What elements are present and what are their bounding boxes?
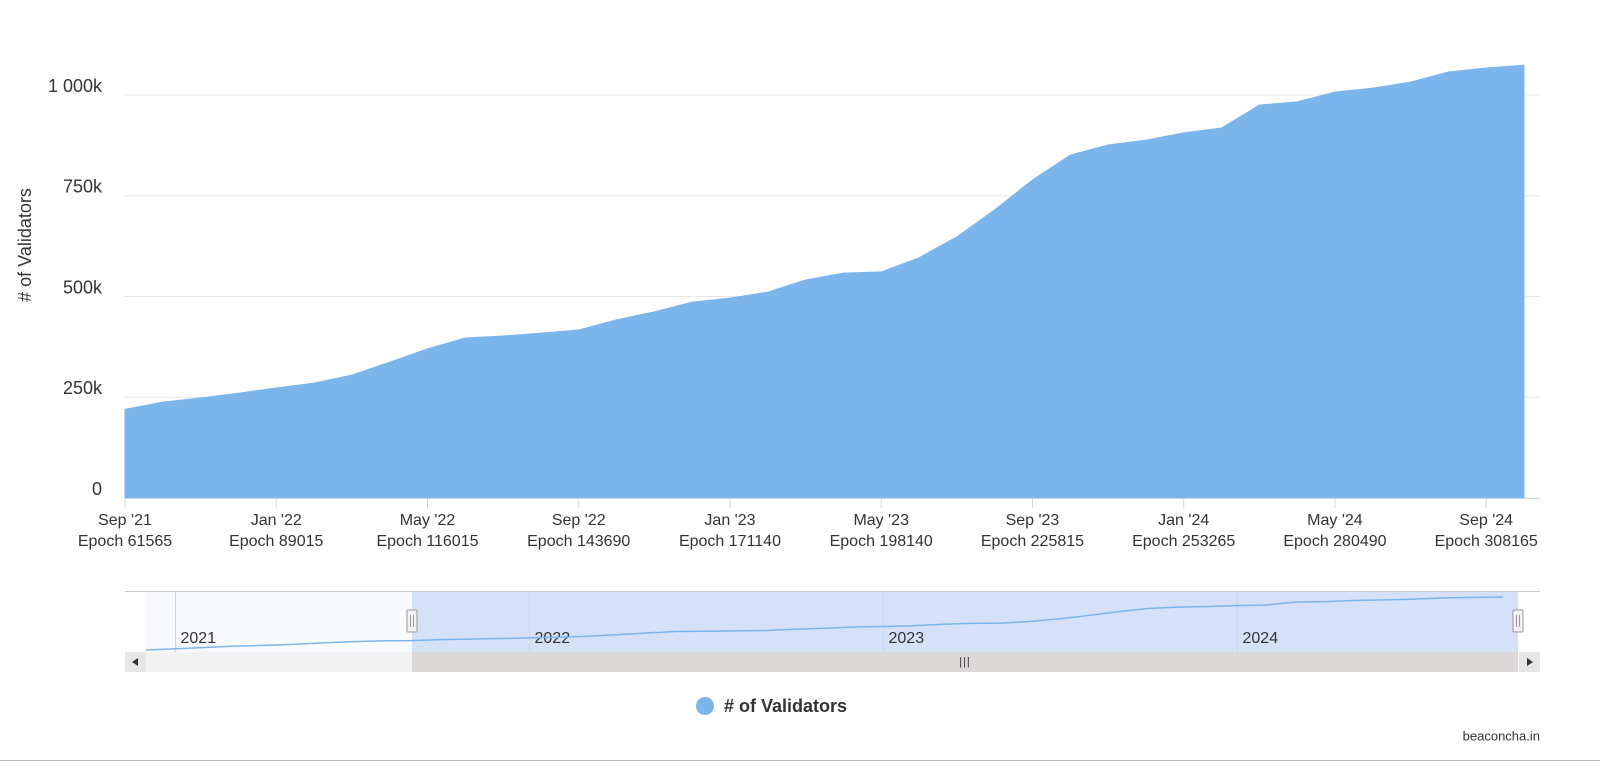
navigator-label: 2023: [889, 630, 925, 647]
x-tick-label: May '24: [1307, 512, 1363, 529]
y-tick-label: 1 000k: [48, 76, 103, 96]
scroll-right-arrow: [1527, 658, 1533, 666]
y-tick-label: 250k: [63, 378, 103, 398]
x-tick-label: Sep '24: [1459, 512, 1513, 529]
navigator-handle[interactable]: [1512, 609, 1524, 633]
x-tick-epoch: Epoch 89015: [229, 533, 323, 550]
legend-symbol[interactable]: [696, 697, 714, 715]
scroll-left-arrow: [132, 658, 138, 666]
navigator-outside: [146, 592, 412, 652]
x-tick-epoch: Epoch 116015: [376, 533, 478, 550]
credit: beaconcha.in: [1463, 728, 1540, 743]
legend-label[interactable]: # of Validators: [724, 696, 847, 716]
x-tick-epoch: Epoch 61565: [78, 533, 172, 550]
navigator-line: [145, 596, 1504, 651]
x-tick-epoch: Epoch 143690: [527, 533, 630, 550]
y-axis-title: # of Validators: [15, 188, 35, 302]
x-tick-epoch: Epoch 198140: [830, 533, 933, 550]
y-tick-label: 0: [92, 479, 102, 499]
y-tick-label: 750k: [63, 177, 103, 197]
x-tick-label: May '23: [853, 512, 909, 529]
x-tick-epoch: Epoch 308165: [1435, 533, 1538, 550]
navigator-handle[interactable]: [406, 609, 418, 633]
x-tick-label: May '22: [400, 512, 456, 529]
x-tick-epoch: Epoch 225815: [981, 533, 1084, 550]
scrollbar-thumb[interactable]: [412, 652, 1518, 672]
x-tick-epoch: Epoch 253265: [1132, 533, 1235, 550]
x-tick-label: Jan '22: [251, 512, 302, 529]
area: [124, 64, 1525, 499]
x-tick-label: Sep '23: [1006, 512, 1060, 529]
x-tick-label: Jan '23: [704, 512, 755, 529]
navigator-label: 2024: [1243, 630, 1279, 647]
x-tick-label: Sep '22: [552, 512, 606, 529]
x-tick-label: Sep '21: [98, 512, 152, 529]
x-tick-label: Jan '24: [1158, 512, 1209, 529]
y-tick-label: 500k: [63, 277, 103, 297]
x-tick-epoch: Epoch 171140: [679, 533, 781, 550]
scrollbar-grip: |||: [959, 656, 971, 668]
x-tick-epoch: Epoch 280490: [1283, 533, 1386, 550]
navigator-label: 2022: [535, 630, 571, 647]
navigator-label: 2021: [181, 630, 217, 647]
